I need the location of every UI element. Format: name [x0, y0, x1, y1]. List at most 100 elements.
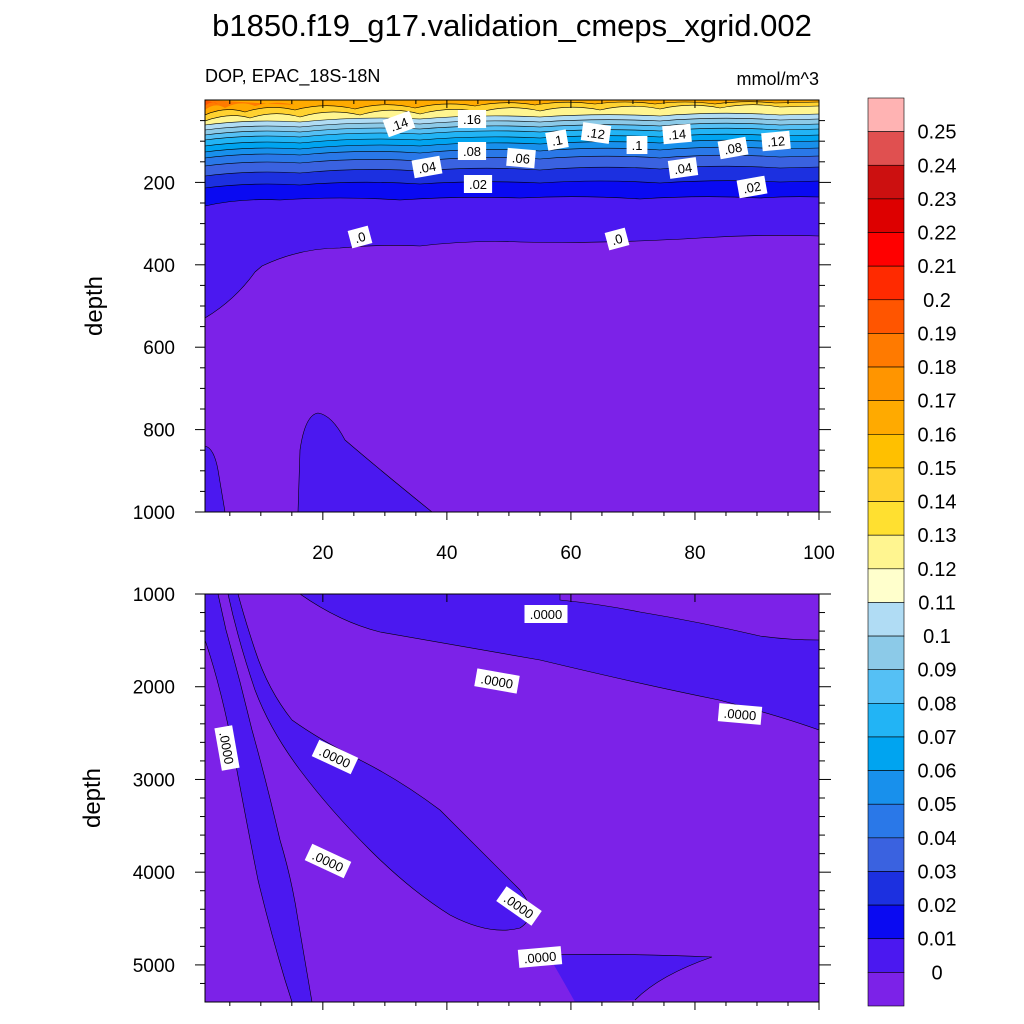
- colorbar-level-label: 0.02: [918, 895, 957, 917]
- lower-contour-label: .0000: [496, 886, 542, 926]
- contour-label-box: [545, 129, 569, 151]
- contour-label-text: .0: [353, 229, 367, 246]
- contour-label-text: .1: [632, 138, 643, 153]
- y-tick-label: 800: [143, 421, 175, 442]
- colorbar-level-label: 0.09: [918, 660, 957, 682]
- upper-axis-ticks: 20 40 60 80 100 200 400 600 800 1000: [133, 100, 835, 564]
- contour-label-box: [474, 668, 520, 694]
- colorbar-swatch: [867, 433, 905, 469]
- lower-axis-ticks: 1000 2000 3000 4000 5000: [133, 585, 831, 1010]
- colorbar-level-label: 0.18: [918, 357, 957, 379]
- contour-label-text: .14: [388, 114, 410, 134]
- colorbar-level-label: 0.08: [918, 693, 957, 715]
- colorbar-level-label: 0.16: [918, 424, 957, 446]
- contour-label-text: .02: [742, 179, 762, 197]
- colorbar-swatch: [867, 467, 905, 502]
- contour-label-text: .16: [463, 112, 481, 127]
- colorbar-level-label: 0.12: [918, 559, 957, 581]
- lower-contour-label: .0000: [517, 946, 563, 968]
- contour-label-box: [214, 725, 240, 771]
- colorbar-swatch: [867, 131, 905, 166]
- contour-label-text: .0000: [480, 671, 515, 691]
- contour-label-text: .02: [469, 177, 487, 192]
- colorbar-swatch: [867, 736, 905, 771]
- colorbar-swatch: [867, 602, 905, 637]
- contour-label-box: [717, 703, 763, 725]
- colorbar-swatch: [867, 333, 905, 368]
- colorbar-swatch: [867, 534, 905, 570]
- colorbar-level-label: 0.01: [918, 929, 957, 951]
- contour-label-text: .04: [673, 160, 693, 177]
- y-tick-label: 3000: [133, 770, 175, 791]
- upper-y-axis-label: depth: [81, 276, 108, 336]
- contour-label-box: [347, 225, 373, 249]
- colorbar-swatch: [867, 299, 905, 334]
- colorbar-swatch: [867, 97, 905, 132]
- x-tick-label: 100: [803, 543, 835, 564]
- colorbar-level-label: 0.14: [918, 492, 957, 514]
- contour-label-box: [506, 147, 536, 169]
- colorbar-level-label: 0.17: [918, 391, 957, 413]
- contour-label-box: [311, 739, 359, 775]
- colorbar-swatch: [867, 938, 905, 973]
- chart-subtitle-left: DOP, EPAC_18S-18N: [205, 66, 380, 87]
- colorbar-swatch: [867, 669, 905, 704]
- lower-contour-label: .0000: [717, 703, 763, 725]
- contour-label-text: .08: [723, 140, 743, 158]
- contour-label-box: [524, 605, 568, 623]
- upper-contour-label: .08: [457, 142, 487, 160]
- colorbar-level-label: 0.11: [918, 592, 955, 614]
- upper-contour-label: .02: [736, 175, 768, 199]
- upper-contour-label: .1: [545, 129, 569, 151]
- contour-label-text: .1: [550, 132, 563, 149]
- y-tick-label: 1000: [133, 585, 175, 606]
- upper-contour-label: .04: [667, 157, 699, 179]
- contour-label-text: .0000: [723, 706, 757, 724]
- colorbar-level-label: 0.07: [918, 727, 957, 749]
- colorbar-swatch: [867, 501, 905, 536]
- x-tick-label: 40: [436, 543, 457, 564]
- contour-label-text: .04: [417, 159, 437, 177]
- upper-contour-label: .12: [580, 122, 612, 144]
- contour-label-box: [580, 122, 612, 144]
- contour-label-box: [463, 175, 493, 193]
- upper-contour-label: .02: [463, 175, 493, 193]
- contour-labels: .14 .16 .1 .12 .1 .14 .12 .08 .06 .08 .04 .04 .02 .02…: [214, 110, 791, 968]
- colorbar-level-label: 0.22: [918, 223, 957, 245]
- contour-label-box: [411, 155, 443, 179]
- upper-panel: 20 40 60 80 100 200 400 600 800 1000 depth: [81, 99, 835, 564]
- colorbar-swatch: [867, 803, 905, 839]
- upper-contour-label: .1: [626, 136, 648, 154]
- contour-label-text: .0000: [523, 949, 557, 967]
- colorbar-level-label: 0.2: [923, 290, 951, 312]
- contour-label-box: [496, 886, 542, 926]
- lower-y-axis-label: depth: [79, 768, 106, 828]
- colorbar-level-label: 0.06: [918, 761, 957, 783]
- upper-contour-label: .06: [506, 147, 536, 169]
- colorbar-level-label: 0.25: [918, 122, 957, 144]
- colorbar-swatch: [867, 703, 905, 738]
- y-tick-label: 600: [143, 338, 175, 359]
- y-tick-label: 5000: [133, 956, 175, 977]
- contour-label-text: .0000: [530, 607, 563, 622]
- contour-label-text: .12: [766, 133, 785, 150]
- y-tick-label: 200: [143, 173, 175, 194]
- colorbar-level-label: 0.19: [918, 323, 957, 345]
- upper-contour-label: .16: [457, 110, 487, 128]
- upper-contour-label: .14: [382, 110, 416, 138]
- colorbar: 0.25 0.24 0.23 0.22 0.21 0.2 0.19 0.18 0.17 0.16 0…: [867, 97, 957, 1007]
- colorbar-swatch: [867, 232, 905, 267]
- contour-label-text: .14: [667, 126, 686, 143]
- upper-contour-label: .0: [604, 227, 630, 251]
- contour-label-box: [626, 136, 648, 154]
- colorbar-swatch: [867, 972, 905, 1007]
- x-tick-label: 80: [684, 543, 705, 564]
- contour-label-text: .12: [586, 125, 606, 142]
- colorbar-swatch: [867, 837, 905, 872]
- colorbar-swatch: [867, 770, 905, 805]
- lower-contour-label: .0000: [214, 725, 240, 771]
- contour-label-text: .0000: [216, 731, 236, 766]
- colorbar-swatch: [867, 635, 905, 671]
- contour-label-box: [667, 157, 699, 179]
